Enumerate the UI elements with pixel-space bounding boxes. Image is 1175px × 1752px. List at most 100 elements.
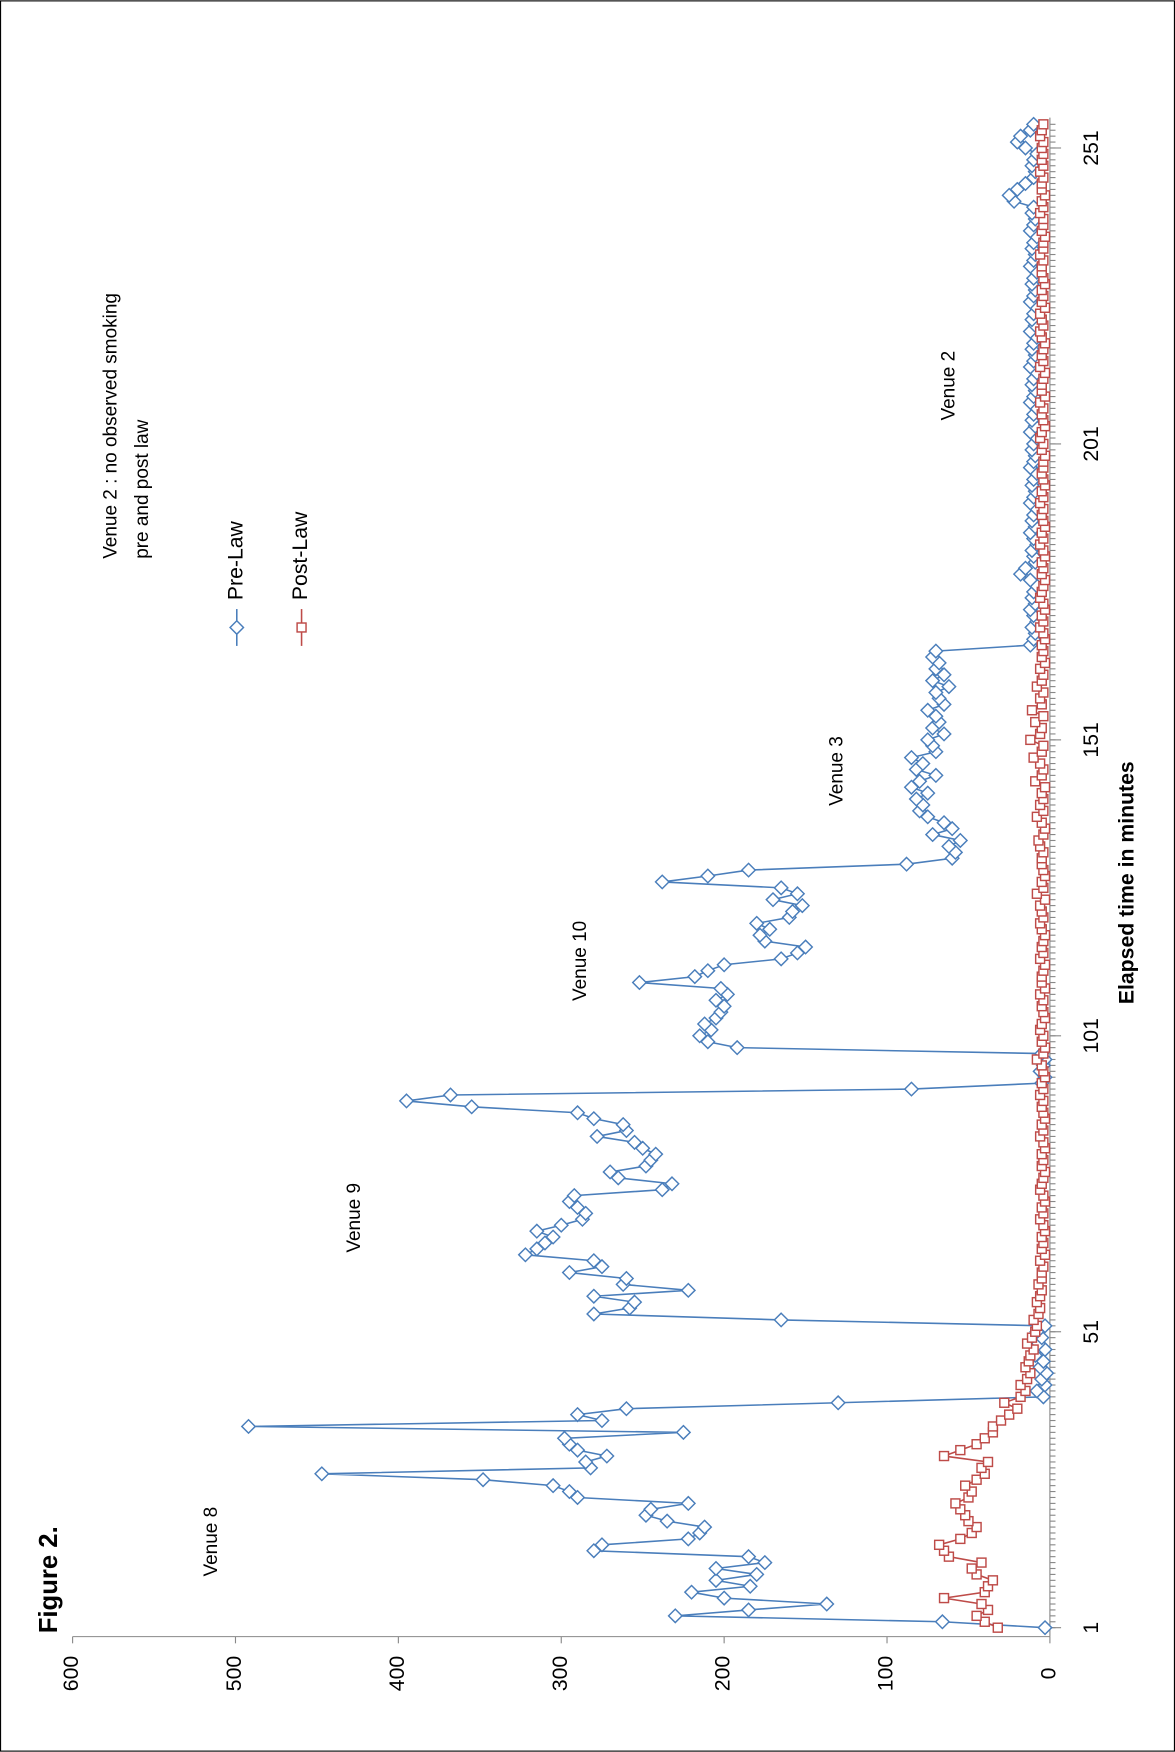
marker-square <box>1039 894 1051 905</box>
marker-square <box>966 1486 977 1497</box>
marker-diamond <box>594 1537 610 1553</box>
marker-diamond <box>1012 128 1029 144</box>
legend-label: Pre-Law <box>224 520 247 600</box>
marker-diamond <box>517 1247 534 1263</box>
marker-diamond <box>680 1282 697 1299</box>
y-tick-label: 100 <box>875 1656 898 1691</box>
marker-diamond <box>941 838 957 855</box>
marker-square <box>1038 119 1049 130</box>
marker-diamond <box>659 1513 675 1529</box>
marker-diamond <box>773 880 789 896</box>
marker-diamond <box>716 1590 732 1606</box>
marker-square <box>992 1622 1003 1633</box>
marker-diamond <box>789 886 806 902</box>
marker-diamond <box>920 785 936 801</box>
y-tick-label: 0 <box>1038 1668 1061 1680</box>
marker-diamond <box>742 1578 758 1594</box>
marker-square <box>995 1415 1007 1426</box>
marker-square <box>979 1433 990 1444</box>
marker-diamond <box>911 773 928 790</box>
marker-diamond <box>594 1412 610 1429</box>
venue-label: Venue 10 <box>570 921 591 1001</box>
marker-diamond <box>924 672 941 689</box>
marker-diamond <box>920 732 936 748</box>
marker-diamond <box>654 1181 670 1198</box>
marker-diamond <box>748 915 765 932</box>
y-tick-label: 600 <box>60 1656 83 1691</box>
marker-diamond <box>240 1418 257 1435</box>
marker-square <box>971 1439 982 1450</box>
marker-diamond <box>936 815 952 831</box>
marker-diamond <box>687 968 703 985</box>
marker-square <box>976 1557 987 1568</box>
marker-diamond <box>626 1294 643 1310</box>
marker-diamond <box>941 678 957 695</box>
venue-label: Venue 8 <box>201 1507 222 1577</box>
marker-square <box>1038 710 1049 722</box>
marker-diamond <box>586 1288 602 1304</box>
marker-square <box>1030 716 1041 728</box>
marker-diamond <box>398 1093 415 1109</box>
marker-diamond <box>566 1187 583 1204</box>
marker-square <box>938 1450 950 1462</box>
marker-diamond <box>675 1424 692 1441</box>
marker-square <box>982 1456 994 1468</box>
marker-square <box>950 1498 961 1509</box>
x-tick-label: 201 <box>1080 426 1103 461</box>
marker-diamond <box>819 1596 835 1612</box>
marker-diamond <box>615 1116 631 1133</box>
marker-diamond <box>924 826 941 843</box>
y-tick-label: 300 <box>549 1656 572 1691</box>
marker-diamond <box>586 1306 602 1322</box>
legend-label: Post-Law <box>289 511 312 600</box>
marker-diamond <box>928 684 944 701</box>
marker-diamond <box>1017 560 1034 576</box>
marker-square <box>976 1462 987 1474</box>
marker-diamond <box>680 1495 697 1512</box>
marker-diamond <box>561 1483 578 1500</box>
marker-diamond <box>952 832 969 849</box>
marker-diamond <box>773 1312 789 1328</box>
marker-diamond <box>631 974 648 991</box>
marker-square <box>971 1474 982 1485</box>
marker-diamond <box>1022 572 1039 588</box>
marker-square <box>971 1521 982 1533</box>
marker-square <box>955 1444 966 1456</box>
marker-square <box>987 1421 999 1432</box>
marker-diamond <box>797 939 814 955</box>
marker-diamond <box>529 1223 545 1239</box>
marker-square <box>1012 1403 1023 1414</box>
marker-square <box>1031 1054 1043 1065</box>
marker-square <box>1025 734 1036 746</box>
x-tick-label: 251 <box>1080 130 1103 165</box>
marker-diamond <box>708 1572 724 1589</box>
marker-square <box>979 1616 990 1627</box>
marker-diamond <box>696 1519 713 1535</box>
marker-square <box>1031 811 1043 823</box>
marker-diamond <box>586 1252 602 1269</box>
marker-square <box>999 1397 1010 1408</box>
marker-diamond <box>928 767 944 784</box>
marker-diamond <box>599 1448 615 1464</box>
marker-diamond <box>936 726 952 742</box>
marker-diamond <box>696 1016 713 1032</box>
marker-diamond <box>683 1584 700 1600</box>
marker-diamond <box>314 1466 330 1482</box>
marker-square <box>1038 740 1049 751</box>
marker-diamond <box>647 1146 664 1162</box>
marker-diamond <box>729 1039 745 1056</box>
marker-square <box>1031 888 1043 899</box>
marker-square <box>938 1592 950 1604</box>
marker-diamond <box>784 903 801 920</box>
marker-square <box>987 1575 999 1586</box>
marker-square <box>1039 782 1051 793</box>
x-axis-title: Elapsed time in minutes <box>1116 761 1139 1004</box>
marker-square <box>960 1480 971 1491</box>
x-tick-label: 151 <box>1080 722 1103 757</box>
marker-diamond <box>577 1454 594 1470</box>
marker-diamond <box>1025 116 1042 133</box>
marker-diamond <box>794 897 811 914</box>
marker-square <box>1034 758 1046 769</box>
marker-diamond <box>915 755 931 772</box>
